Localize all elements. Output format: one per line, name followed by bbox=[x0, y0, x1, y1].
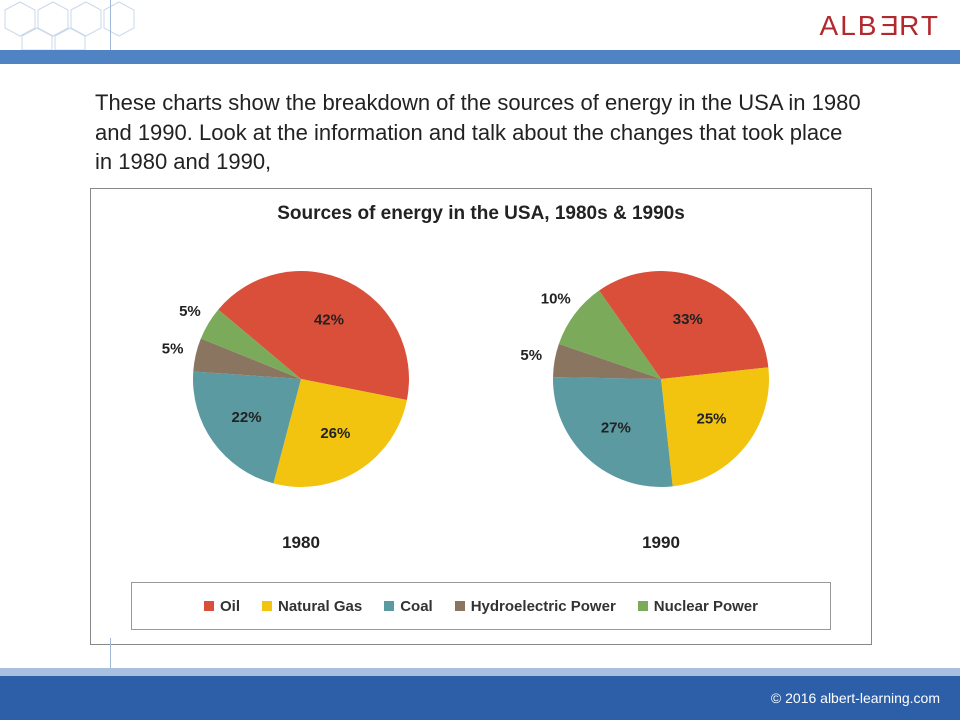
header: ALBERT bbox=[0, 0, 960, 50]
legend-swatch bbox=[455, 601, 465, 611]
pie-1980: 42%26%22%5%5%1980 bbox=[171, 249, 431, 549]
slice-label: 25% bbox=[696, 411, 726, 428]
legend-item-coal: Coal bbox=[384, 598, 433, 615]
description-text: These charts show the breakdown of the s… bbox=[95, 88, 865, 177]
legend-label: Oil bbox=[220, 598, 240, 615]
legend-item-nuclear-power: Nuclear Power bbox=[638, 598, 758, 615]
slice-label: 22% bbox=[232, 409, 262, 426]
slice-label: 42% bbox=[314, 312, 344, 329]
divider-vertical-bottom bbox=[110, 638, 111, 668]
legend-swatch bbox=[638, 601, 648, 611]
legend-item-hydroelectric-power: Hydroelectric Power bbox=[455, 598, 616, 615]
footer-bar: © 2016 albert-learning.com bbox=[0, 668, 960, 720]
legend-item-natural-gas: Natural Gas bbox=[262, 598, 362, 615]
slice-label: 5% bbox=[179, 303, 201, 320]
pie-year-label: 1980 bbox=[282, 533, 320, 553]
legend-swatch bbox=[262, 601, 272, 611]
legend-label: Coal bbox=[400, 598, 433, 615]
divider-vertical-top bbox=[110, 0, 111, 50]
hex-background bbox=[0, 0, 260, 50]
pie-1990: 33%25%27%5%10%1990 bbox=[531, 249, 791, 549]
pie-row: 42%26%22%5%5%198033%25%27%5%10%1990 bbox=[91, 249, 871, 549]
slice-label: 5% bbox=[520, 347, 542, 364]
legend-label: Natural Gas bbox=[278, 598, 362, 615]
copyright-text: © 2016 albert-learning.com bbox=[771, 690, 940, 706]
legend-swatch bbox=[204, 601, 214, 611]
legend-label: Nuclear Power bbox=[654, 598, 758, 615]
slice-label: 10% bbox=[541, 291, 571, 308]
brand-logo: ALBERT bbox=[820, 10, 940, 42]
slice-label: 26% bbox=[320, 425, 350, 442]
chart-legend: Oil Natural Gas Coal Hydroelectric Power Nuc… bbox=[131, 582, 831, 630]
pie-year-label: 1990 bbox=[642, 533, 680, 553]
legend-label: Hydroelectric Power bbox=[471, 598, 616, 615]
slice-label: 33% bbox=[673, 311, 703, 328]
legend-item-oil: Oil bbox=[204, 598, 240, 615]
chart-title: Sources of energy in the USA, 1980s & 19… bbox=[91, 203, 871, 225]
slice-label: 5% bbox=[162, 340, 184, 357]
legend-swatch bbox=[384, 601, 394, 611]
slice-label: 27% bbox=[601, 419, 631, 436]
header-accent-bar bbox=[0, 50, 960, 64]
chart-container: Sources of energy in the USA, 1980s & 19… bbox=[90, 188, 872, 645]
